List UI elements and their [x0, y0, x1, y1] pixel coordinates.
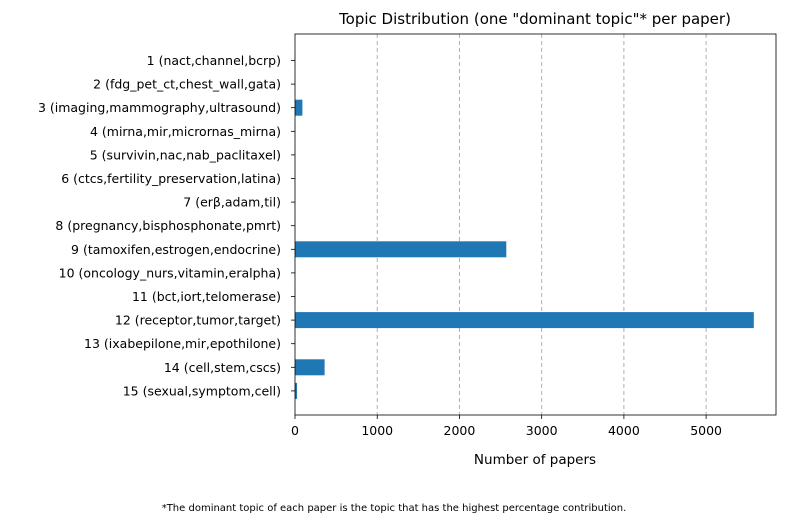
bar	[295, 241, 507, 258]
y-tick-label: 14 (cell,stem,cscs)	[164, 360, 281, 375]
y-tick-label: 5 (survivin,nac,nab_paclitaxel)	[90, 147, 281, 162]
y-tick-label: 9 (tamoxifen,estrogen,endocrine)	[71, 242, 281, 257]
x-axis-label: Number of papers	[474, 452, 596, 468]
y-tick-label: 13 (ixabepilone,mir,epothilone)	[84, 336, 281, 351]
y-axis: 1 (nact,channel,bcrp) 2 (fdg_pet_ct,chest…	[38, 53, 295, 398]
x-axis: 0 1000 2000 3000 4000 5000	[291, 415, 722, 438]
y-tick-label: 2 (fdg_pet_ct,chest_wall,gata)	[93, 77, 281, 92]
chart-title: Topic Distribution (one "dominant topic"…	[338, 10, 731, 28]
y-tick-label: 11 (bct,iort,telomerase)	[132, 289, 281, 304]
y-tick-label: 3 (imaging,mammography,ultrasound)	[38, 100, 281, 115]
plot-frame	[294, 33, 777, 416]
x-tick-label: 2000	[444, 423, 476, 438]
bar	[295, 382, 298, 399]
y-tick-label: 7 (erβ,adam,til)	[183, 195, 281, 210]
grid-lines	[376, 34, 707, 415]
y-tick-label: 12 (receptor,tumor,target)	[115, 313, 281, 328]
y-tick-label: 4 (mirna,mir,micrornas_mirna)	[90, 124, 281, 139]
bar	[295, 99, 303, 116]
x-tick-label: 1000	[361, 423, 393, 438]
footnote: *The dominant topic of each paper is the…	[161, 503, 627, 514]
x-tick-label: 0	[291, 423, 299, 438]
bar	[295, 312, 754, 329]
x-tick-label: 3000	[526, 423, 558, 438]
y-tick-label: 1 (nact,channel,bcrp)	[147, 53, 281, 68]
x-tick-label: 4000	[608, 423, 640, 438]
x-tick-label: 5000	[690, 423, 722, 438]
bar	[295, 359, 325, 376]
y-tick-label: 15 (sexual,symptom,cell)	[123, 383, 281, 398]
y-tick-label: 8 (pregnancy,bisphosphonate,pmrt)	[55, 218, 281, 233]
bars	[295, 52, 754, 399]
y-tick-label: 6 (ctcs,fertility_preservation,latina)	[61, 171, 281, 186]
y-tick-label: 10 (oncology_nurs,vitamin,eralpha)	[59, 265, 281, 280]
